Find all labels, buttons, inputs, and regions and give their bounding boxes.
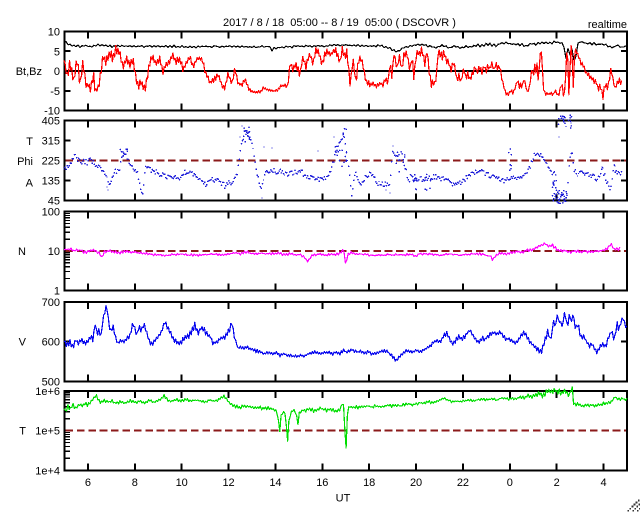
svg-text:2: 2 <box>554 477 560 489</box>
svg-text:45: 45 <box>48 195 60 207</box>
svg-text:UT: UT <box>336 493 351 505</box>
svg-text:Bt,Bz: Bt,Bz <box>16 66 42 78</box>
svg-text:1e+4: 1e+4 <box>35 465 60 477</box>
svg-text:realtime: realtime <box>588 19 627 31</box>
svg-text:1: 1 <box>54 285 60 297</box>
svg-text:A: A <box>26 177 34 189</box>
svg-text:225: 225 <box>42 155 60 167</box>
svg-text:6: 6 <box>85 477 91 489</box>
svg-text:8: 8 <box>132 477 138 489</box>
svg-text:22: 22 <box>457 477 469 489</box>
svg-text:405: 405 <box>42 116 60 128</box>
svg-text:16: 16 <box>316 477 328 489</box>
svg-text:0: 0 <box>507 477 513 489</box>
svg-text:1e+6: 1e+6 <box>35 386 60 398</box>
svg-text:14: 14 <box>269 477 281 489</box>
svg-text:12: 12 <box>222 477 234 489</box>
svg-text:4: 4 <box>601 477 607 489</box>
svg-text:T: T <box>19 426 26 438</box>
svg-text:-5: -5 <box>50 86 60 98</box>
svg-text:100: 100 <box>42 207 60 219</box>
svg-text:10: 10 <box>48 246 60 258</box>
svg-text:N: N <box>18 246 26 258</box>
svg-text:700: 700 <box>42 297 60 309</box>
svg-text:500: 500 <box>42 376 60 388</box>
svg-text:T: T <box>26 136 33 148</box>
svg-text:10: 10 <box>176 477 188 489</box>
svg-text:10: 10 <box>48 27 60 39</box>
svg-text:20: 20 <box>410 477 422 489</box>
svg-text:315: 315 <box>42 135 60 147</box>
svg-text:-10: -10 <box>44 106 60 118</box>
svg-text:600: 600 <box>42 337 60 349</box>
svg-text:0: 0 <box>54 66 60 78</box>
svg-text:18: 18 <box>363 477 375 489</box>
svg-text:V: V <box>19 337 27 349</box>
svg-text:Phi: Phi <box>17 156 33 168</box>
svg-text:2017 / 8 / 18 05:00 -- 8 / 19: 2017 / 8 / 18 05:00 -- 8 / 19 05:00 ( DS… <box>223 17 456 29</box>
svg-text:1e+5: 1e+5 <box>35 426 60 438</box>
svg-text:5: 5 <box>54 46 60 58</box>
svg-text:135: 135 <box>42 175 60 187</box>
